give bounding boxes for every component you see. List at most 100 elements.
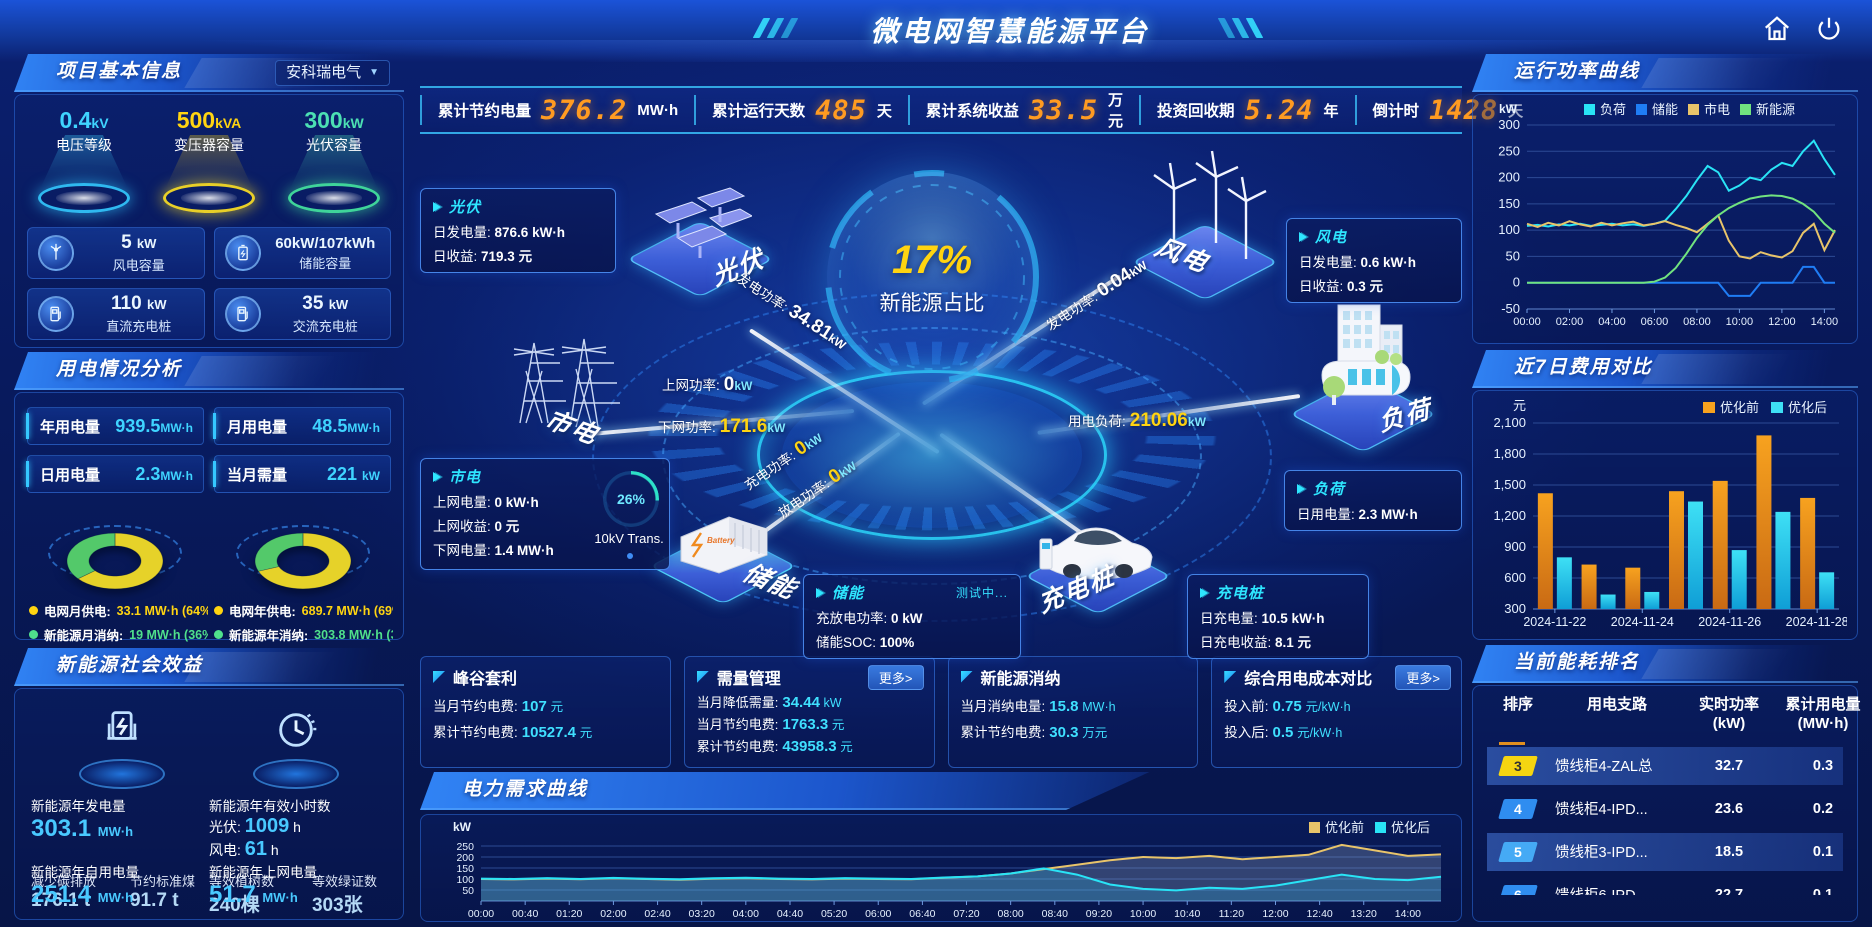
svg-text:02:40: 02:40 xyxy=(644,908,670,920)
svg-text:12:00: 12:00 xyxy=(1262,908,1288,920)
storage-status: 测试中... xyxy=(955,586,1008,600)
spotlight-voltage: 0.4kV 电压等级 xyxy=(25,107,143,215)
infobox-pv: 光伏 日发电量: 876.6 kW·h 日收益: 719.3 元 xyxy=(420,188,616,273)
svg-text:200: 200 xyxy=(1498,170,1520,185)
solar-panel-icon xyxy=(648,186,754,269)
svg-text:1,200: 1,200 xyxy=(1493,508,1526,523)
ev-car-icon xyxy=(1038,521,1158,588)
card-corner-icon xyxy=(1224,671,1237,683)
page-title: 微电网智慧能源平台 xyxy=(870,16,1150,47)
legend-grid-month: 电网月供电: 33.1 MW·h (64%) xyxy=(29,601,208,620)
svg-text:08:40: 08:40 xyxy=(1042,908,1068,920)
node-wind: 风电 xyxy=(1120,140,1290,301)
more-button[interactable]: 更多> xyxy=(867,665,924,690)
building-icon xyxy=(1308,299,1418,422)
panel-title: 用电情况分析 xyxy=(56,359,183,380)
infobox-load: 负荷 日用电量: 2.3 MW·h xyxy=(1284,470,1462,531)
clock-icon xyxy=(251,707,341,758)
company-name: 安科瑞电气 xyxy=(286,64,362,81)
svg-text:-50: -50 xyxy=(1501,301,1520,316)
stat-month-demand: 当月需量 221 kW xyxy=(213,455,391,493)
spotlight-pv: 300kW 光伏容量 xyxy=(275,107,393,215)
spotlight-transformer: 500kVA 变压器容量 xyxy=(150,107,268,215)
panel-cost-compare: 近7日费用对比 300 600 900 1,200 1,500 1,800 2,100 202… xyxy=(1472,350,1858,640)
svg-text:00:00: 00:00 xyxy=(468,908,494,920)
kpi-run-days: 累计运行天数 485 天 xyxy=(694,95,908,126)
svg-text:新能源: 新能源 xyxy=(1756,102,1795,117)
caret-down-icon: ▼ xyxy=(369,67,379,78)
infobox-charger: 充电桩 日充电量: 10.5 kW·h 日充电收益: 8.1 元 xyxy=(1187,574,1369,659)
capacity-card-dc-charger: 110 kW 直流充电桩 xyxy=(27,288,205,340)
arrow-icon xyxy=(1297,483,1305,494)
svg-text:100: 100 xyxy=(1498,222,1520,237)
node-grid: 市电 xyxy=(490,308,640,450)
node-charger: 充电桩 xyxy=(1018,494,1178,619)
renewable-share-label: 新能源占比 xyxy=(879,291,985,315)
flow-to-grid-power: 上网功率: 0kW xyxy=(662,374,753,395)
svg-text:00:00: 00:00 xyxy=(1513,316,1541,328)
card-peak-valley: 峰谷套利 当月节约电费: 107 元 累计节约电费: 10527.4 元 xyxy=(420,656,671,768)
svg-text:元: 元 xyxy=(1513,398,1526,413)
legend-grid-year: 电网年供电:689.7 MW·h (69%) xyxy=(214,601,393,620)
home-icon[interactable] xyxy=(1762,14,1792,44)
arrow-icon xyxy=(433,471,441,482)
more-button[interactable]: 更多> xyxy=(1395,665,1451,690)
wind-turbine-icon xyxy=(38,235,74,271)
svg-text:市电: 市电 xyxy=(1704,102,1730,117)
title-slash-decoration xyxy=(1200,18,1264,38)
svg-text:Battery: Battery xyxy=(707,536,735,545)
table-row: 3 馈线柜4-ZAL总 32.7 0.3 xyxy=(1487,746,1843,785)
sphere-ring-decoration xyxy=(815,160,1049,394)
svg-text:13:20: 13:20 xyxy=(1351,908,1377,920)
svg-text:优化前: 优化前 xyxy=(1325,820,1364,835)
svg-text:00:40: 00:40 xyxy=(512,908,538,920)
svg-text:600: 600 xyxy=(1504,570,1526,585)
panel-run-power: 运行功率曲线 -50 0 50 100 150 200 250 300 00:00 02:00 04… xyxy=(1472,54,1858,344)
pedestal-generation xyxy=(77,703,167,789)
svg-text:2,100: 2,100 xyxy=(1493,415,1526,430)
infobox-wind: 风电 日发电量: 0.6 kW·h 日收益: 0.3 元 xyxy=(1286,218,1462,303)
svg-text:50: 50 xyxy=(1506,248,1520,263)
benefit-carbon: 减少碳排放 176.1 t xyxy=(31,874,97,911)
cost-compare-chart: 300 600 900 1,200 1,500 1,800 2,100 2024-11-22 2… xyxy=(1483,397,1848,640)
node-load: 负荷 xyxy=(1278,292,1448,453)
panel-energy-ranking: 当前能耗排名 排序 用电支路 实时功率 (kW) 累计用电量 (MW·h) 3 馈线… xyxy=(1472,645,1861,922)
card-demand-mgmt: 需量管理 更多> 当月降低需量: 34.44 kW 当月节约电费: 1763.3 元… xyxy=(683,656,935,768)
rank-badge: 3 xyxy=(1498,755,1538,776)
flow-from-grid-power: 下网功率: 171.6kW xyxy=(658,416,786,437)
panel-title: 项目基本信息 xyxy=(56,61,183,82)
legend-renewable-month: 新能源月消纳:19 MW·h (36%) xyxy=(29,625,208,644)
kpi-saved-energy: 累计节约电量 376.2 MW·h xyxy=(420,95,694,126)
kpi-income: 累计系统收益 33.5 万元 xyxy=(907,92,1139,130)
arrow-icon xyxy=(1200,587,1208,598)
panel-demand-curve: 电力需求曲线 50 100 150 200 250 00:00 00:40 01:20 02:0… xyxy=(420,772,1462,922)
benefit-to-grid: 新能源年上网电量 51.7 MW·h xyxy=(209,865,317,908)
panel-project-info: 项目基本信息 安科瑞电气 ▼ 0.4kV 电压等级 500kVA 变压器容量 xyxy=(14,54,404,348)
arrow-icon xyxy=(816,587,824,598)
app-header: 微电网智慧能源平台 xyxy=(0,0,1872,62)
svg-text:2024-11-22: 2024-11-22 xyxy=(1523,615,1586,629)
panel-title: 运行功率曲线 xyxy=(1514,61,1641,82)
svg-text:11:20: 11:20 xyxy=(1219,908,1245,920)
rank-badge: 4 xyxy=(1498,798,1538,819)
table-row: 6 馈线柜6-IPD 22.7 0.1 xyxy=(1487,876,1843,895)
battery-container-icon: Battery xyxy=(671,511,775,580)
power-icon[interactable] xyxy=(1814,14,1844,44)
benefit-trees: 等效植树数 240棵 xyxy=(209,874,275,916)
svg-text:储能: 储能 xyxy=(1652,102,1678,117)
benefit-year-generation: 新能源年发电量 303.1 MW·h xyxy=(31,799,134,842)
card-corner-icon xyxy=(960,671,973,683)
scroll-indicator xyxy=(1499,741,1525,745)
company-select[interactable]: 安科瑞电气 ▼ xyxy=(275,60,390,86)
svg-text:kW: kW xyxy=(1499,102,1518,116)
svg-text:300: 300 xyxy=(1498,117,1520,132)
donut-year-energy xyxy=(228,505,378,591)
svg-text:负荷: 负荷 xyxy=(1600,102,1626,117)
svg-text:06:00: 06:00 xyxy=(1641,316,1669,328)
transformer-load-gauge: 26% xyxy=(603,471,659,527)
demand-curve-chart: 50 100 150 200 250 00:00 00:40 01:20 02:00 02:40 0… xyxy=(429,819,1453,926)
svg-text:05:20: 05:20 xyxy=(821,908,847,920)
svg-text:02:00: 02:00 xyxy=(600,908,626,920)
rank-badge: 5 xyxy=(1498,841,1538,862)
svg-text:1,500: 1,500 xyxy=(1493,477,1526,492)
